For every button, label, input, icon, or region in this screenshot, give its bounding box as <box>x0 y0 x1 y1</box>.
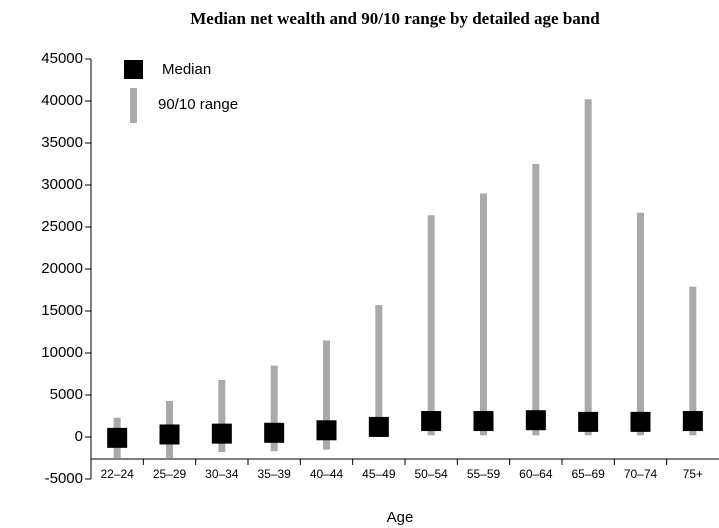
y-tick-label: -5000 <box>45 470 83 487</box>
range-bar <box>323 340 330 450</box>
range-bar <box>689 286 697 436</box>
legend-range-label: 90/10 range <box>158 96 238 113</box>
range-bar <box>218 379 226 453</box>
y-tick-label: 40000 <box>41 92 83 109</box>
x-tick-label: 55–59 <box>467 467 501 481</box>
y-tick-label: 25000 <box>41 218 83 235</box>
y-tick-label: 10000 <box>41 344 83 361</box>
chart-title: Median net wealth and 90/10 range by det… <box>190 9 600 28</box>
median-marker <box>264 422 285 443</box>
legend-median-label: Median <box>162 61 211 78</box>
median-marker <box>159 424 180 445</box>
y-tick-label: 30000 <box>41 176 83 193</box>
median-marker <box>211 423 232 444</box>
y-tick-label: 15000 <box>41 302 83 319</box>
x-tick-label: 50–54 <box>414 467 448 481</box>
x-tick-label: 60–64 <box>519 467 553 481</box>
x-tick-label: 30–34 <box>205 467 239 481</box>
x-tick-label: 70–74 <box>624 467 658 481</box>
range-bar <box>427 215 435 436</box>
x-tick-label: 35–39 <box>257 467 291 481</box>
x-tick-label: 25–29 <box>153 467 187 481</box>
y-tick-label: 35000 <box>41 134 83 151</box>
y-tick-label: 5000 <box>50 386 83 403</box>
median-marker <box>525 410 546 431</box>
x-tick-label: 45–49 <box>362 467 396 481</box>
range-bar <box>480 193 487 436</box>
range-bar <box>532 164 540 436</box>
x-tick-label: 40–44 <box>310 467 344 481</box>
range-bar <box>270 365 278 452</box>
range-bar <box>637 212 644 436</box>
median-marker <box>316 420 337 441</box>
x-axis-label: Age <box>387 509 414 526</box>
legend-range-swatch <box>130 88 137 123</box>
median-marker <box>630 411 651 432</box>
y-tick-label: 45000 <box>41 50 83 67</box>
legend-median-swatch <box>124 60 143 79</box>
range-bar <box>375 305 383 437</box>
y-tick-label: 20000 <box>41 260 83 277</box>
median-marker <box>682 411 703 432</box>
median-marker <box>578 411 599 432</box>
x-tick-label: 65–69 <box>571 467 605 481</box>
x-tick-label: 22–24 <box>100 467 134 481</box>
median-marker <box>107 427 128 448</box>
median-marker <box>368 416 389 437</box>
x-tick-label: 75+ <box>683 467 703 481</box>
median-marker <box>473 411 494 432</box>
range-bar <box>584 99 592 436</box>
median-marker <box>421 411 442 432</box>
y-tick-label: 0 <box>75 428 83 445</box>
